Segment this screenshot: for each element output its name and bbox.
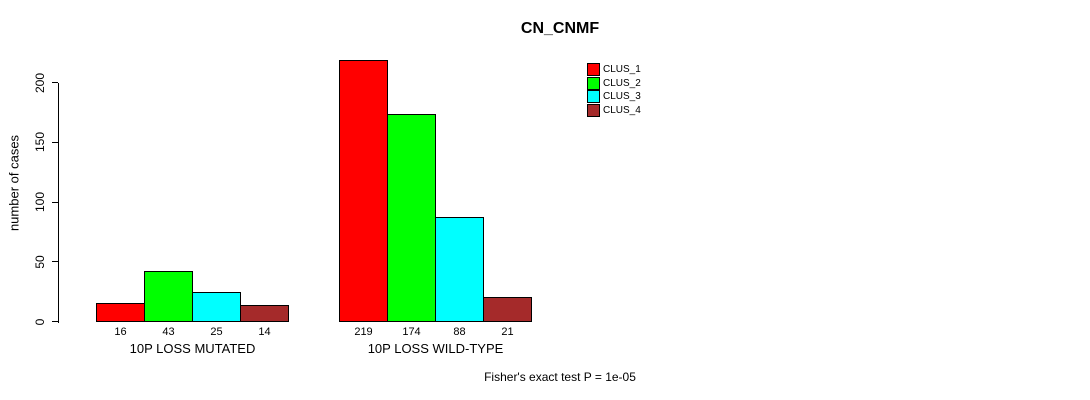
legend: CLUS_1 CLUS_2 CLUS_3 CLUS_4: [587, 63, 641, 117]
y-tick-label: 0: [33, 318, 47, 325]
legend-label: CLUS_1: [603, 64, 641, 75]
bar-value-label: 174: [402, 326, 421, 338]
bar-value-label: 88: [453, 326, 466, 338]
bar-clus_4-1: [240, 305, 289, 322]
y-tick-mark: [52, 261, 58, 263]
legend-label: CLUS_3: [603, 91, 641, 102]
bar-value-label: 43: [162, 326, 175, 338]
bar-clus_3-2: [435, 216, 484, 322]
bar-clus_4-2: [483, 296, 532, 322]
y-tick-label: 100: [33, 191, 47, 213]
legend-swatch-icon: [587, 103, 600, 117]
y-tick-mark: [52, 82, 58, 83]
category-label: 10P LOSS MUTATED: [129, 341, 256, 356]
bar-clus_2-2: [387, 114, 436, 322]
legend-label: CLUS_2: [603, 77, 641, 89]
legend-item-clus_1: CLUS_1: [587, 63, 641, 76]
legend-item-clus_4: CLUS_4: [587, 103, 641, 117]
legend-item-clus_3: CLUS_3: [587, 90, 641, 103]
bar-value-label: 25: [210, 326, 223, 338]
bar-value-label: 14: [258, 326, 271, 338]
y-axis-line: [58, 82, 59, 323]
y-tick-label: 150: [33, 132, 47, 153]
y-tick-label: 50: [33, 255, 47, 269]
bar-value-label: 219: [354, 326, 373, 338]
y-tick-mark: [52, 201, 58, 203]
legend-swatch-icon: [587, 76, 600, 90]
bar-clus_3-1: [192, 292, 241, 322]
bar-clus_1-1: [96, 302, 145, 322]
y-tick-label: 200: [33, 72, 47, 93]
legend-label: CLUS_4: [603, 104, 641, 116]
legend-swatch-icon: [587, 63, 600, 76]
y-tick-mark: [52, 141, 58, 143]
bar-clus_2-1: [144, 270, 193, 322]
legend-swatch-icon: [587, 90, 600, 103]
bar-clus_1-2: [339, 60, 388, 322]
category-label: 10P LOSS WILD-TYPE: [367, 341, 504, 356]
footnote-fisher-test: Fisher's exact test P = 1e-05: [484, 370, 636, 384]
legend-item-clus_2: CLUS_2: [587, 76, 641, 90]
bar-value-label: 21: [501, 326, 514, 338]
bar-value-label: 16: [114, 326, 127, 338]
chart-title: CN_CNMF: [520, 20, 600, 37]
y-tick-mark: [52, 321, 58, 322]
